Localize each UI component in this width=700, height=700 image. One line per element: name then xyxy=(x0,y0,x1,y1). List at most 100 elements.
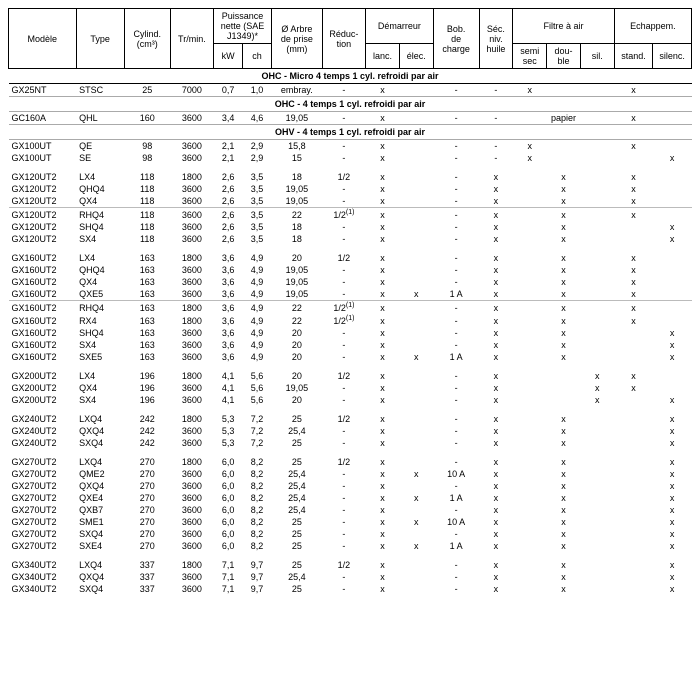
cell-esi: x xyxy=(653,339,692,351)
cell-esi: x xyxy=(653,504,692,516)
h-shaft: Ø Arbrede prise(mm) xyxy=(272,9,323,69)
cell-bob: - xyxy=(433,276,479,288)
cell-bob: - xyxy=(433,195,479,208)
cell-fss xyxy=(513,112,547,125)
table-row: GX120UT2SX411836002,63,518-x-xxx xyxy=(9,233,692,245)
cell-dl: x xyxy=(366,552,400,571)
cell-arb: 22 xyxy=(272,314,323,327)
cell-esi xyxy=(653,314,692,327)
cell-red: - xyxy=(322,571,365,583)
cell-m: GX270UT2 xyxy=(9,528,77,540)
cell-kw: 3,6 xyxy=(214,314,243,327)
cell-rpm: 1800 xyxy=(170,363,213,382)
cell-fsi xyxy=(580,327,614,339)
cell-m: GX120UT2 xyxy=(9,195,77,208)
cell-de xyxy=(399,221,433,233)
h-power: Puissancenette (SAEJ1349)* xyxy=(214,9,272,44)
cell-red: - xyxy=(322,264,365,276)
cell-ch: 7,2 xyxy=(243,437,272,449)
cell-rpm: 3600 xyxy=(170,221,213,233)
cell-esi xyxy=(653,245,692,264)
cell-cyl: 337 xyxy=(124,571,170,583)
cell-m: GC160A xyxy=(9,112,77,125)
cell-dl: x xyxy=(366,571,400,583)
cell-bob: - xyxy=(433,363,479,382)
cell-arb: 25 xyxy=(272,552,323,571)
cell-est: x xyxy=(614,301,653,315)
cell-m: GX160UT2 xyxy=(9,339,77,351)
cell-est xyxy=(614,540,653,552)
cell-red: - xyxy=(322,468,365,480)
cell-t: LXQ4 xyxy=(76,406,124,425)
cell-fss xyxy=(513,492,547,504)
cell-red: - xyxy=(322,152,365,164)
cell-kw: 2,1 xyxy=(214,152,243,164)
cell-bob: - xyxy=(433,112,479,125)
cell-fsi xyxy=(580,276,614,288)
cell-de xyxy=(399,571,433,583)
h-stand: stand. xyxy=(614,44,653,69)
cell-fss: x xyxy=(513,140,547,153)
cell-de xyxy=(399,183,433,195)
cell-fsi xyxy=(580,425,614,437)
cell-t: SE xyxy=(76,152,124,164)
cell-esi: x xyxy=(653,425,692,437)
cell-dl: x xyxy=(366,245,400,264)
h-exhaust: Echappem. xyxy=(614,9,691,44)
cell-bob: - xyxy=(433,406,479,425)
table-row: GX120UT2QX411836002,63,519,05-x-xxx xyxy=(9,195,692,208)
cell-rpm: 3600 xyxy=(170,583,213,595)
cell-red: - xyxy=(322,540,365,552)
cell-ch: 4,9 xyxy=(243,264,272,276)
cell-bob: - xyxy=(433,84,479,97)
cell-fss xyxy=(513,425,547,437)
cell-dl: x xyxy=(366,152,400,164)
cell-de xyxy=(399,382,433,394)
cell-est: x xyxy=(614,164,653,183)
cell-red: - xyxy=(322,327,365,339)
cell-fsi xyxy=(580,288,614,301)
cell-m: GX340UT2 xyxy=(9,552,77,571)
cell-kw: 3,6 xyxy=(214,264,243,276)
cell-m: GX120UT2 xyxy=(9,208,77,222)
cell-rpm: 1800 xyxy=(170,245,213,264)
cell-sec: x xyxy=(479,571,513,583)
cell-est xyxy=(614,480,653,492)
cell-esi xyxy=(653,363,692,382)
h-type: Type xyxy=(76,9,124,69)
cell-de xyxy=(399,264,433,276)
cell-kw: 3,4 xyxy=(214,112,243,125)
cell-fsi xyxy=(580,339,614,351)
cell-fsi xyxy=(580,140,614,153)
cell-t: SX4 xyxy=(76,394,124,406)
cell-de xyxy=(399,437,433,449)
cell-rpm: 3600 xyxy=(170,504,213,516)
cell-fsi xyxy=(580,449,614,468)
cell-esi xyxy=(653,164,692,183)
cell-esi xyxy=(653,276,692,288)
cell-t: QHQ4 xyxy=(76,183,124,195)
cell-fss xyxy=(513,406,547,425)
cell-fss xyxy=(513,437,547,449)
cell-fss xyxy=(513,571,547,583)
cell-kw: 6,0 xyxy=(214,480,243,492)
cell-fdb: x xyxy=(547,492,581,504)
cell-sec: x xyxy=(479,245,513,264)
cell-est xyxy=(614,425,653,437)
cell-bob: - xyxy=(433,504,479,516)
table-row: GX120UT2RHQ411836002,63,5221/2(1)x-xxx xyxy=(9,208,692,222)
cell-cyl: 270 xyxy=(124,540,170,552)
cell-fsi xyxy=(580,164,614,183)
cell-bob: - xyxy=(433,583,479,595)
cell-kw: 2,6 xyxy=(214,164,243,183)
cell-m: GX340UT2 xyxy=(9,571,77,583)
cell-de: x xyxy=(399,351,433,363)
h-oil: Séc.niv.huile xyxy=(479,9,513,69)
cell-fss xyxy=(513,221,547,233)
cell-cyl: 270 xyxy=(124,528,170,540)
cell-fsi xyxy=(580,84,614,97)
cell-kw: 3,6 xyxy=(214,301,243,315)
cell-fdb xyxy=(547,152,581,164)
cell-dl: x xyxy=(366,363,400,382)
cell-fdb: x xyxy=(547,406,581,425)
